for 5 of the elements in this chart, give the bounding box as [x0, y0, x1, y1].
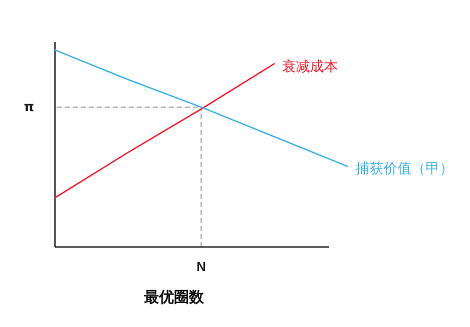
ref-line-label: π	[24, 100, 34, 116]
series-label: 衰减成本	[282, 58, 338, 75]
x-axis-title: 最优圈数	[143, 288, 205, 306]
series-label: 捕获价值（甲）	[355, 161, 454, 178]
text: N	[196, 259, 206, 274]
